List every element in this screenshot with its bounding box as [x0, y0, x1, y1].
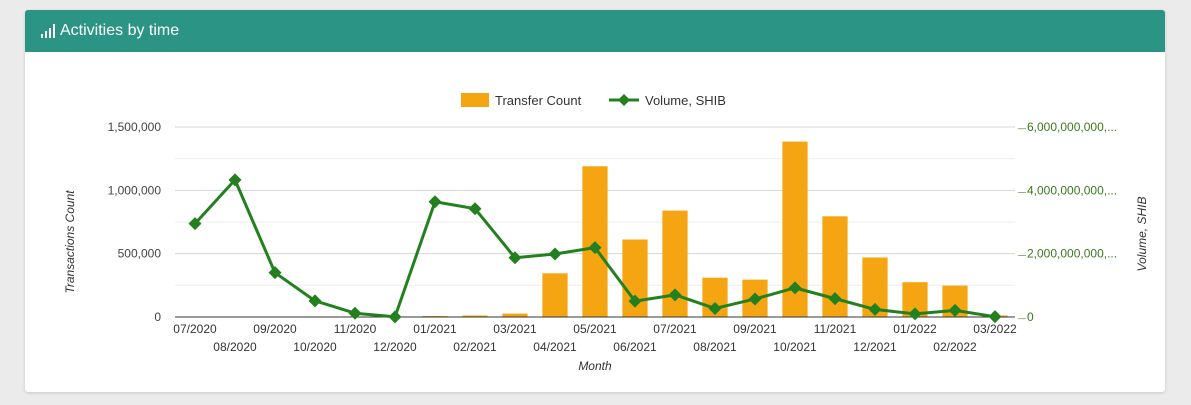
x-tick-label: 08/2021: [693, 340, 737, 354]
bar: [502, 313, 528, 317]
bar-chart-icon: [41, 24, 57, 38]
card-header: Activities by time: [25, 10, 1165, 52]
volume-point: [548, 247, 562, 261]
x-tick-label: 04/2021: [533, 340, 577, 354]
volume-point: [188, 217, 202, 231]
legend-swatch-bar: [461, 93, 489, 107]
x-tick-label: 07/2020: [173, 322, 217, 336]
bar: [422, 315, 448, 317]
right-tick-mark: —: [1018, 314, 1026, 323]
volume-point: [228, 173, 242, 187]
x-tick-label: 08/2020: [213, 340, 257, 354]
x-tick-label: 02/2022: [933, 340, 977, 354]
right-tick-label: 0: [1027, 310, 1034, 324]
right-axis-title: Volume, SHIB: [1135, 197, 1149, 272]
x-axis-title: Month: [578, 359, 612, 373]
left-tick-label: 1,000,000: [108, 183, 162, 197]
x-tick-label: 02/2021: [453, 340, 497, 354]
card-title: Activities by time: [60, 22, 180, 39]
legend-label-bar: Transfer Count: [495, 93, 582, 108]
volume-point: [428, 195, 442, 209]
right-tick-mark: —: [1018, 251, 1026, 260]
volume-point: [988, 310, 1002, 324]
x-tick-label: 09/2021: [733, 322, 777, 336]
left-axis-title: Transactions Count: [63, 190, 77, 294]
right-tick-label: 2,000,000,000,...: [1027, 247, 1117, 261]
x-tick-label: 11/2020: [334, 322, 377, 336]
x-tick-label: 03/2021: [493, 322, 537, 336]
x-tick-label: 10/2021: [773, 340, 817, 354]
right-tick-label: 6,000,000,000,...: [1027, 120, 1117, 134]
x-tick-label: 05/2021: [573, 322, 617, 336]
volume-point: [668, 288, 682, 302]
volume-point: [948, 303, 962, 317]
x-tick-label: 11/2021: [814, 322, 857, 336]
bar: [462, 315, 488, 317]
x-tick-label: 09/2020: [253, 322, 297, 336]
x-tick-label: 10/2020: [293, 340, 337, 354]
left-tick-label: 1,500,000: [108, 120, 162, 134]
legend-label-line: Volume, SHIB: [645, 93, 726, 108]
x-tick-label: 12/2020: [373, 340, 417, 354]
volume-point: [388, 310, 402, 324]
legend-swatch-marker: [618, 94, 630, 106]
x-tick-label: 03/2022: [973, 322, 1017, 336]
x-tick-label: 12/2021: [853, 340, 897, 354]
right-tick-label: 4,000,000,000,...: [1027, 183, 1117, 197]
activities-card: Activities by time 0 500,000 1,000,000 1,50…: [25, 10, 1165, 392]
volume-point: [628, 294, 642, 308]
volume-point: [708, 301, 722, 315]
volume-point: [828, 292, 842, 306]
volume-point: [268, 266, 282, 280]
volume-point: [788, 281, 802, 295]
volume-point: [908, 307, 922, 321]
right-tick-mark: —: [1018, 187, 1026, 196]
x-tick-label: 01/2021: [413, 322, 457, 336]
volume-point: [748, 292, 762, 306]
left-tick-label: 500,000: [118, 247, 162, 261]
bar: [542, 273, 568, 317]
volume-point: [468, 202, 482, 216]
x-tick-label: 06/2021: [613, 340, 657, 354]
volume-point: [348, 306, 362, 320]
x-tick-label: 07/2021: [653, 322, 697, 336]
x-tick-label: 01/2022: [893, 322, 937, 336]
volume-point: [308, 294, 322, 308]
volume-point: [508, 251, 522, 265]
left-tick-label: 0: [154, 310, 161, 324]
volume-point: [588, 241, 602, 255]
right-tick-mark: —: [1018, 124, 1026, 133]
volume-point: [868, 302, 882, 316]
